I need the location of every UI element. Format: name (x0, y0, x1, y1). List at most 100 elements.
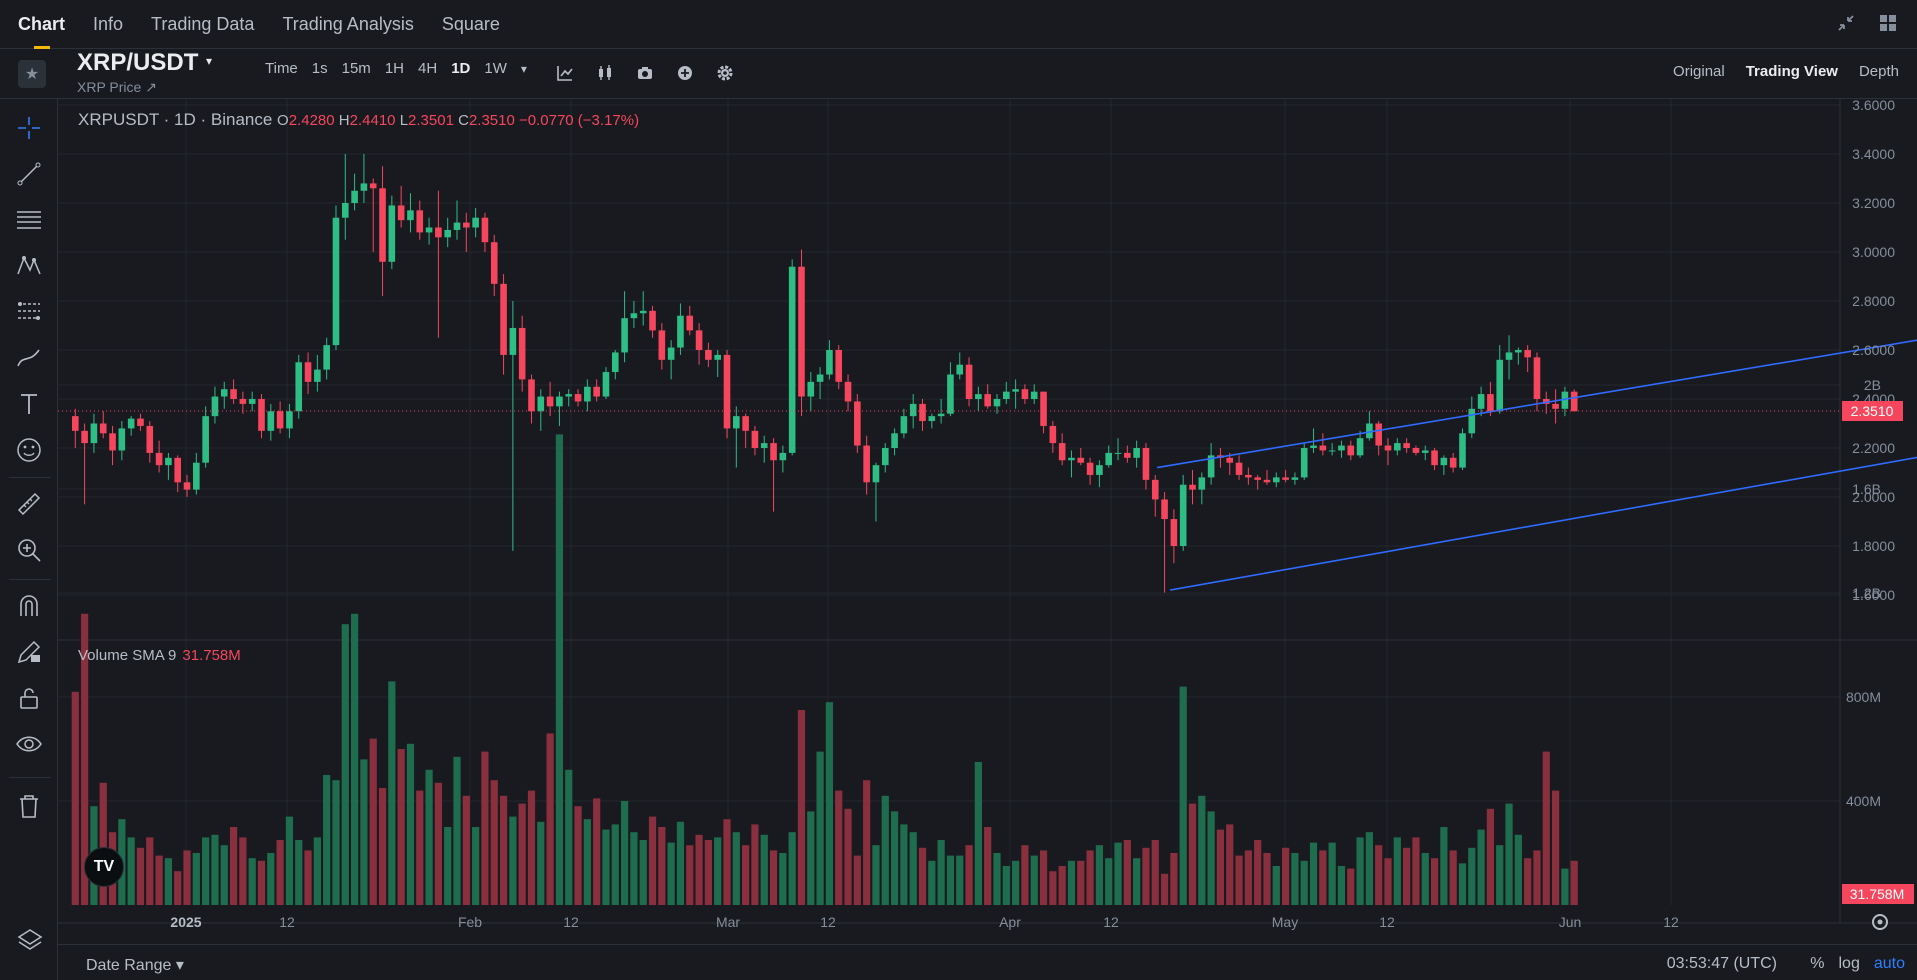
candle-body (621, 318, 628, 353)
volume-bar (1002, 866, 1010, 905)
volume-bar (956, 855, 964, 905)
candle-body (1254, 477, 1261, 480)
candle-body (90, 423, 98, 444)
eye-icon[interactable] (14, 729, 44, 759)
auto-toggle[interactable]: auto (1873, 955, 1905, 972)
volume-bar (1384, 858, 1392, 905)
add-icon[interactable] (673, 61, 697, 85)
crosshair-icon[interactable] (14, 113, 44, 143)
volume-bar (807, 811, 815, 905)
volume-bar (1468, 847, 1476, 905)
collapse-icon[interactable] (1835, 12, 1857, 34)
candle-body (1003, 391, 1010, 399)
candle-body (844, 381, 852, 402)
volume-bar (267, 853, 275, 905)
time-tick-label: 12 (1379, 914, 1395, 930)
ruler-icon[interactable] (14, 489, 44, 519)
favorite-star-icon[interactable]: ★ (18, 60, 46, 88)
percent-toggle[interactable]: % (1810, 955, 1825, 972)
tab-square[interactable]: Square (441, 13, 500, 34)
interval-1s[interactable]: 1s (311, 60, 328, 77)
volume-bar (667, 842, 675, 905)
tab-chart[interactable]: Chart (0, 0, 79, 49)
volume-bar (1337, 866, 1346, 905)
price-tick-label: 3.6000 (1852, 97, 1895, 113)
log-toggle[interactable]: log (1838, 955, 1860, 972)
candle-body (556, 396, 563, 407)
price-chart[interactable]: 3.6000 3.4000 3.2000 3.0000 2.8000 2.6000 2.40… (0, 0, 1917, 944)
settings-icon[interactable] (713, 61, 737, 85)
view-depth[interactable]: Depth (1858, 63, 1899, 80)
tradingview-logo: TV (84, 847, 124, 887)
candle-body (137, 418, 144, 426)
candle-body (1487, 394, 1494, 412)
interval-1h[interactable]: 1H (384, 60, 404, 77)
candle-body (1068, 457, 1075, 461)
volume-bar (695, 834, 703, 905)
low-value: 2.3501 (408, 112, 454, 129)
candle-body (1179, 484, 1187, 546)
candle-body (481, 217, 489, 243)
volume-bar (1421, 853, 1429, 905)
volume-bar (369, 738, 377, 905)
candle-body (760, 443, 768, 448)
volume-bar (1254, 840, 1262, 905)
volume-bar (183, 850, 191, 905)
brush-icon[interactable] (14, 343, 44, 373)
interval-1w[interactable]: 1W (484, 60, 507, 77)
pencil-lock-icon[interactable] (14, 637, 44, 667)
date-range-button[interactable]: Date Range ▾ (86, 957, 184, 974)
volume-bar (1151, 840, 1159, 905)
utc-clock[interactable]: 03:53:47 (UTC) (1666, 955, 1777, 972)
candle-body (1533, 357, 1541, 399)
camera-icon[interactable] (633, 61, 657, 85)
volume-tick-label: 2B (1864, 377, 1881, 393)
view-trading-view[interactable]: Trading View (1745, 63, 1838, 80)
trash-icon[interactable] (14, 791, 44, 821)
interval-4h[interactable]: 4H (418, 60, 438, 77)
view-original[interactable]: Original (1673, 63, 1725, 80)
high-value: 2.4410 (349, 112, 396, 129)
volume-bar (583, 819, 591, 905)
volume-bar (760, 834, 768, 905)
candle-body (360, 183, 368, 191)
interval-15m[interactable]: 15m (341, 60, 371, 77)
low-label: L (399, 112, 409, 129)
candle-type-icon[interactable] (593, 61, 617, 85)
volume-bar (341, 624, 349, 905)
chart-settings-icon[interactable] (1868, 910, 1892, 934)
layers-icon[interactable] (17, 927, 43, 953)
emoji-icon[interactable] (14, 435, 44, 465)
magnet-icon[interactable] (14, 591, 44, 621)
candle-body (1235, 462, 1243, 475)
volume-bar (1412, 837, 1420, 905)
indicators-icon[interactable] (553, 61, 577, 85)
candle-body (1440, 457, 1448, 466)
chevron-down-icon[interactable]: ▾ (206, 54, 213, 68)
text-icon[interactable] (14, 389, 44, 419)
volume-bar (323, 775, 331, 905)
lock-icon[interactable] (14, 683, 44, 713)
volume-bar (360, 759, 368, 905)
tab-info[interactable]: Info (93, 13, 124, 34)
interval-1d[interactable]: 1D (451, 60, 471, 77)
fib-icon[interactable] (14, 297, 44, 327)
layout-icon[interactable] (1877, 12, 1899, 34)
symbol-selector[interactable]: XRP/USDT (77, 49, 199, 76)
pattern-icon[interactable] (14, 251, 44, 281)
tab-trading-analysis[interactable]: Trading Analysis (282, 13, 414, 34)
price-link[interactable]: XRP Price ↗ (77, 79, 157, 95)
horizontal-lines-icon[interactable] (14, 205, 44, 235)
zoom-icon[interactable] (14, 535, 44, 565)
trend-line-icon[interactable] (14, 159, 44, 189)
close-label: C (458, 112, 469, 129)
tab-trading-data[interactable]: Trading Data (151, 13, 255, 34)
candle-body (416, 210, 424, 233)
candle-body (528, 379, 535, 412)
volume-bar (1216, 829, 1225, 905)
more-intervals-icon[interactable]: ▾ (520, 61, 527, 76)
candle-body (1086, 462, 1094, 475)
candle-body (258, 399, 265, 431)
volume-bar (1263, 853, 1271, 905)
interval-time[interactable]: Time (265, 60, 298, 77)
